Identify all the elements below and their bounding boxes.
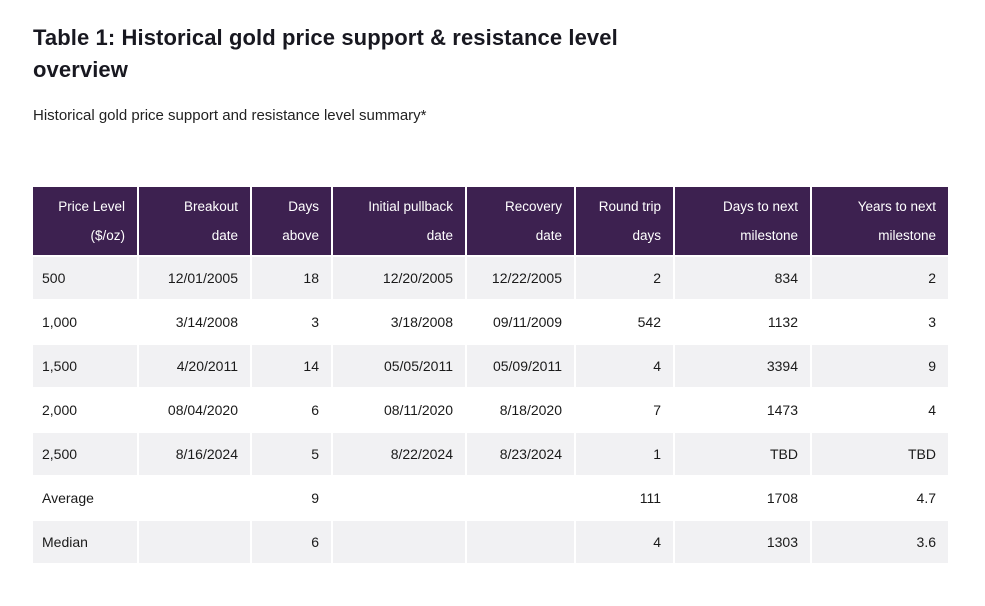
article-content: Table 1: Historical gold price support &… xyxy=(31,25,950,565)
column-header-line: Breakout xyxy=(183,199,238,214)
table-cell: 6 xyxy=(252,521,331,563)
table-cell: 2,500 xyxy=(33,433,137,475)
column-header-line: date xyxy=(535,228,562,243)
column-header-initial-pullback-date: Initial pullback date xyxy=(333,187,465,255)
column-header-line: Round trip xyxy=(598,199,661,214)
table-row: 1,500 4/20/2011 14 05/05/2011 05/09/2011… xyxy=(33,345,948,387)
table-cell: 1,500 xyxy=(33,345,137,387)
table-cell: 2 xyxy=(812,257,948,299)
column-header-line: above xyxy=(282,228,319,243)
table-cell: 6 xyxy=(252,389,331,431)
page-title: Table 1: Historical gold price support &… xyxy=(33,25,618,82)
column-header-round-trip-days: Round trip days xyxy=(576,187,673,255)
column-header-days-above: Days above xyxy=(252,187,331,255)
table-row-average: Average 9 111 1708 4.7 xyxy=(33,477,948,519)
table-row: 2,000 08/04/2020 6 08/11/2020 8/18/2020 … xyxy=(33,389,948,431)
column-header-line: days xyxy=(632,228,661,243)
table-cell xyxy=(333,521,465,563)
table-cell: 05/09/2011 xyxy=(467,345,574,387)
table-cell: 8/18/2020 xyxy=(467,389,574,431)
table-cell: 05/05/2011 xyxy=(333,345,465,387)
column-header-breakout-date: Breakout date xyxy=(139,187,250,255)
column-header-days-to-next-milestone: Days to next milestone xyxy=(675,187,810,255)
table-cell: 834 xyxy=(675,257,810,299)
table-cell: 3.6 xyxy=(812,521,948,563)
page-subtitle: Historical gold price support and resist… xyxy=(33,107,427,124)
table-cell: 18 xyxy=(252,257,331,299)
table-cell xyxy=(139,477,250,519)
gold-price-table: Price Level ($/oz) Breakout date Days ab… xyxy=(31,185,950,565)
column-header-years-to-next-milestone: Years to next milestone xyxy=(812,187,948,255)
table-cell: 7 xyxy=(576,389,673,431)
table-cell: 9 xyxy=(252,477,331,519)
table-cell: 8/16/2024 xyxy=(139,433,250,475)
table-cell: 1132 xyxy=(675,301,810,343)
table-cell: 542 xyxy=(576,301,673,343)
column-header-line: milestone xyxy=(740,228,798,243)
column-header-line: Days to next xyxy=(722,199,798,214)
table-cell: 1,000 xyxy=(33,301,137,343)
table-cell: 4.7 xyxy=(812,477,948,519)
table-cell: 14 xyxy=(252,345,331,387)
table-cell: Average xyxy=(33,477,137,519)
table-cell: 4 xyxy=(812,389,948,431)
table-cell: 5 xyxy=(252,433,331,475)
table-cell: 9 xyxy=(812,345,948,387)
column-header-line: ($/oz) xyxy=(90,228,125,243)
table-cell: 8/22/2024 xyxy=(333,433,465,475)
table-cell: TBD xyxy=(812,433,948,475)
column-header-line: date xyxy=(426,228,453,243)
table-cell: TBD xyxy=(675,433,810,475)
column-header-line: date xyxy=(211,228,238,243)
table-cell: Median xyxy=(33,521,137,563)
table-cell: 3/18/2008 xyxy=(333,301,465,343)
table-cell xyxy=(139,521,250,563)
table-row: 500 12/01/2005 18 12/20/2005 12/22/2005 … xyxy=(33,257,948,299)
table-cell: 08/11/2020 xyxy=(333,389,465,431)
table-cell: 4 xyxy=(576,345,673,387)
column-header-line: Days xyxy=(288,199,319,214)
column-header-line: Years to next xyxy=(857,199,936,214)
table-cell: 2,000 xyxy=(33,389,137,431)
column-header-line: Initial pullback xyxy=(368,199,453,214)
table-cell: 1708 xyxy=(675,477,810,519)
column-header-line: Recovery xyxy=(504,199,562,214)
table-cell: 3394 xyxy=(675,345,810,387)
table-header-row: Price Level ($/oz) Breakout date Days ab… xyxy=(33,187,948,255)
table-cell: 08/04/2020 xyxy=(139,389,250,431)
table-cell: 1473 xyxy=(675,389,810,431)
table-cell xyxy=(467,521,574,563)
table-cell: 12/20/2005 xyxy=(333,257,465,299)
table-cell xyxy=(333,477,465,519)
table-cell: 2 xyxy=(576,257,673,299)
table-row: 1,000 3/14/2008 3 3/18/2008 09/11/2009 5… xyxy=(33,301,948,343)
column-header-price-level: Price Level ($/oz) xyxy=(33,187,137,255)
table-row-median: Median 6 4 1303 3.6 xyxy=(33,521,948,563)
table-cell: 1303 xyxy=(675,521,810,563)
table-cell: 4/20/2011 xyxy=(139,345,250,387)
table-cell: 500 xyxy=(33,257,137,299)
column-header-line: Price Level xyxy=(58,199,125,214)
table-row: 2,500 8/16/2024 5 8/22/2024 8/23/2024 1 … xyxy=(33,433,948,475)
column-header-line: milestone xyxy=(878,228,936,243)
table-cell: 12/22/2005 xyxy=(467,257,574,299)
table-cell: 12/01/2005 xyxy=(139,257,250,299)
column-header-recovery-date: Recovery date xyxy=(467,187,574,255)
table-cell: 1 xyxy=(576,433,673,475)
table-cell: 3/14/2008 xyxy=(139,301,250,343)
table-cell: 09/11/2009 xyxy=(467,301,574,343)
table-cell: 4 xyxy=(576,521,673,563)
table-cell: 111 xyxy=(576,477,673,519)
table-cell xyxy=(467,477,574,519)
table-cell: 8/23/2024 xyxy=(467,433,574,475)
table-cell: 3 xyxy=(252,301,331,343)
table-cell: 3 xyxy=(812,301,948,343)
